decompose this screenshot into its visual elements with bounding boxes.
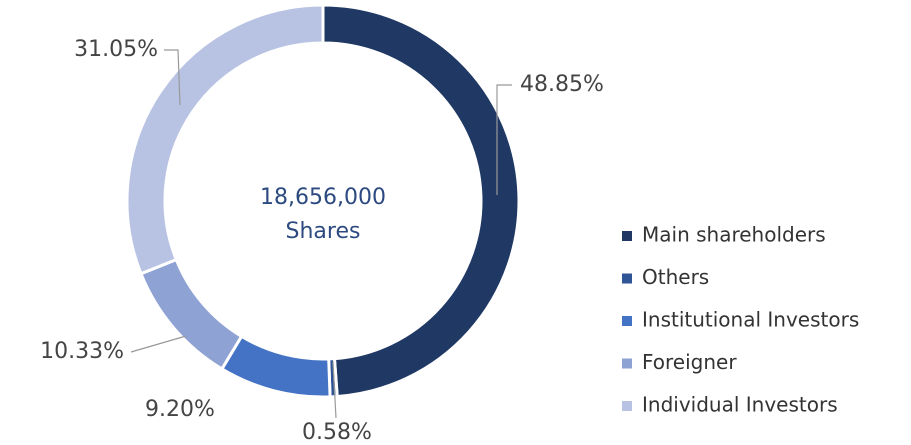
data-label: 48.85% (520, 72, 604, 97)
legend-label: Others (642, 265, 709, 289)
data-label: 31.05% (74, 37, 158, 62)
leader-line (496, 84, 512, 195)
legend-label: Institutional Investors (642, 308, 859, 332)
data-label: 9.20% (145, 397, 215, 422)
data-label: 0.58% (302, 420, 372, 445)
legend-swatch (622, 273, 632, 284)
leader-line (164, 49, 181, 106)
donut-segment (219, 334, 332, 399)
leader-line (130, 335, 187, 353)
leader-line (332, 361, 337, 419)
legend-label: Foreigner (642, 350, 737, 374)
legend-label: Individual Investors (642, 393, 838, 417)
data-label: 10.33% (40, 339, 124, 364)
donut-segment (125, 3, 325, 276)
legend-swatch (622, 401, 632, 411)
legend-swatch (622, 358, 632, 369)
legend-label: Main shareholders (642, 223, 826, 247)
center-text: Shares (286, 219, 361, 244)
center-text: 18,656,000 (260, 185, 386, 210)
legend-swatch (622, 316, 632, 326)
legend-swatch (622, 231, 632, 241)
donut-segment (139, 257, 244, 371)
donut-segment (321, 3, 521, 399)
